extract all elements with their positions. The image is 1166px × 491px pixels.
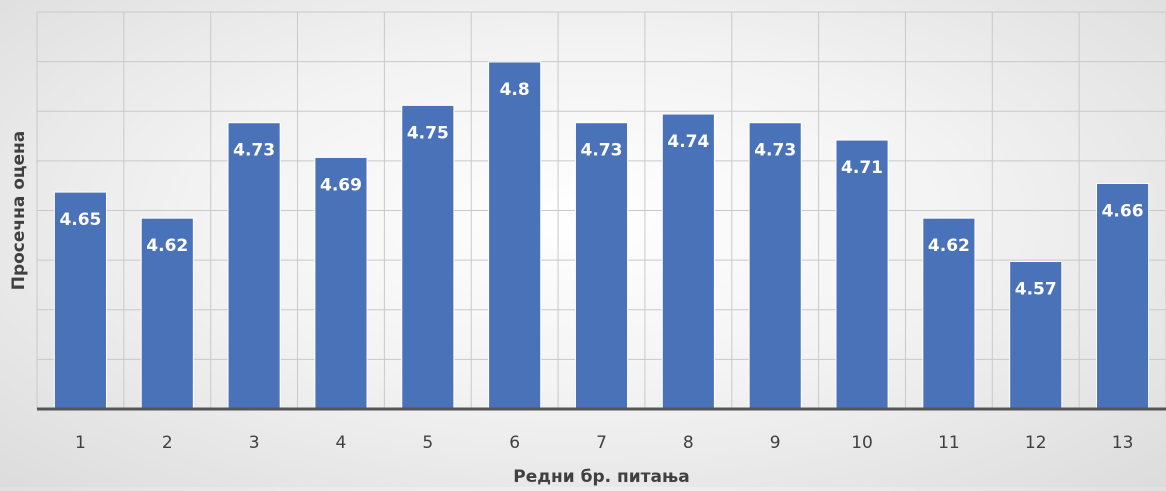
data-label-4: 4.69 bbox=[320, 175, 362, 195]
bar-8 bbox=[662, 114, 714, 409]
data-label-12: 4.57 bbox=[1015, 280, 1057, 300]
x-tick-label-9: 9 bbox=[770, 433, 781, 453]
x-tick-label-5: 5 bbox=[422, 433, 433, 453]
data-label-5: 4.75 bbox=[407, 123, 449, 143]
data-label-1: 4.65 bbox=[59, 210, 101, 230]
y-axis-title: Просечна оцена bbox=[9, 131, 29, 291]
data-label-3: 4.73 bbox=[233, 141, 275, 161]
x-tick-label-10: 10 bbox=[851, 433, 873, 453]
data-label-7: 4.73 bbox=[581, 141, 623, 161]
x-tick-label-6: 6 bbox=[509, 433, 520, 453]
x-tick-label-8: 8 bbox=[683, 433, 694, 453]
x-tick-label-4: 4 bbox=[336, 433, 347, 453]
data-label-11: 4.62 bbox=[928, 236, 970, 256]
x-tick-label-7: 7 bbox=[596, 433, 607, 453]
data-label-6: 4.8 bbox=[500, 80, 530, 100]
x-tick-label-2: 2 bbox=[162, 433, 173, 453]
data-label-2: 4.62 bbox=[146, 236, 188, 256]
bars bbox=[54, 62, 1148, 409]
bar-6 bbox=[489, 62, 541, 409]
x-tick-label-12: 12 bbox=[1025, 433, 1047, 453]
bar-7 bbox=[575, 123, 627, 409]
bar-10 bbox=[836, 140, 888, 409]
x-tick-label-11: 11 bbox=[938, 433, 960, 453]
x-tick-label-13: 13 bbox=[1112, 433, 1134, 453]
data-label-9: 4.73 bbox=[754, 141, 796, 161]
bar-9 bbox=[749, 123, 801, 409]
x-tick-label-3: 3 bbox=[249, 433, 260, 453]
x-tick-label-1: 1 bbox=[75, 433, 86, 453]
data-label-10: 4.71 bbox=[841, 158, 883, 178]
x-tick-labels: 1 2 3 4 5 6 7 8 9 10 11 12 13 bbox=[75, 433, 1133, 453]
bar-3 bbox=[228, 123, 280, 409]
data-label-13: 4.66 bbox=[1102, 201, 1144, 221]
data-label-8: 4.74 bbox=[667, 132, 709, 152]
bar-5 bbox=[402, 105, 454, 409]
x-axis-title: Редни бр. питања bbox=[513, 467, 689, 487]
